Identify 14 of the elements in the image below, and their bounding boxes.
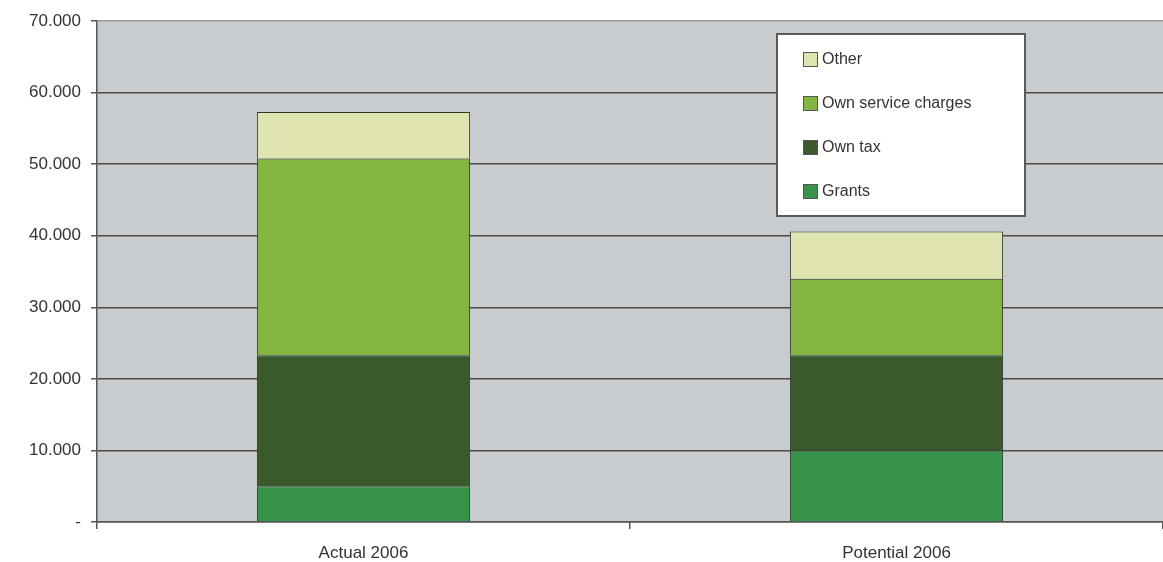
y-tick-label: 50.000 [29, 153, 81, 173]
legend-label: Own tax [822, 138, 881, 156]
y-tick-label: 20.000 [29, 368, 81, 388]
y-tick-label: 30.000 [29, 296, 81, 316]
y-tick-label: 10.000 [29, 440, 81, 460]
x-tick-label: Actual 2006 [318, 542, 409, 562]
legend-label: Own service charges [822, 94, 972, 112]
y-tick-label: 60.000 [29, 82, 81, 102]
legend-label: Grants [822, 182, 871, 200]
legend-label: Other [822, 50, 863, 68]
y-tick-label: 70.000 [29, 10, 81, 30]
y-tick-label: - [75, 511, 81, 531]
x-tick-label: Potential 2006 [842, 542, 951, 562]
y-tick-label: 40.000 [29, 225, 81, 245]
